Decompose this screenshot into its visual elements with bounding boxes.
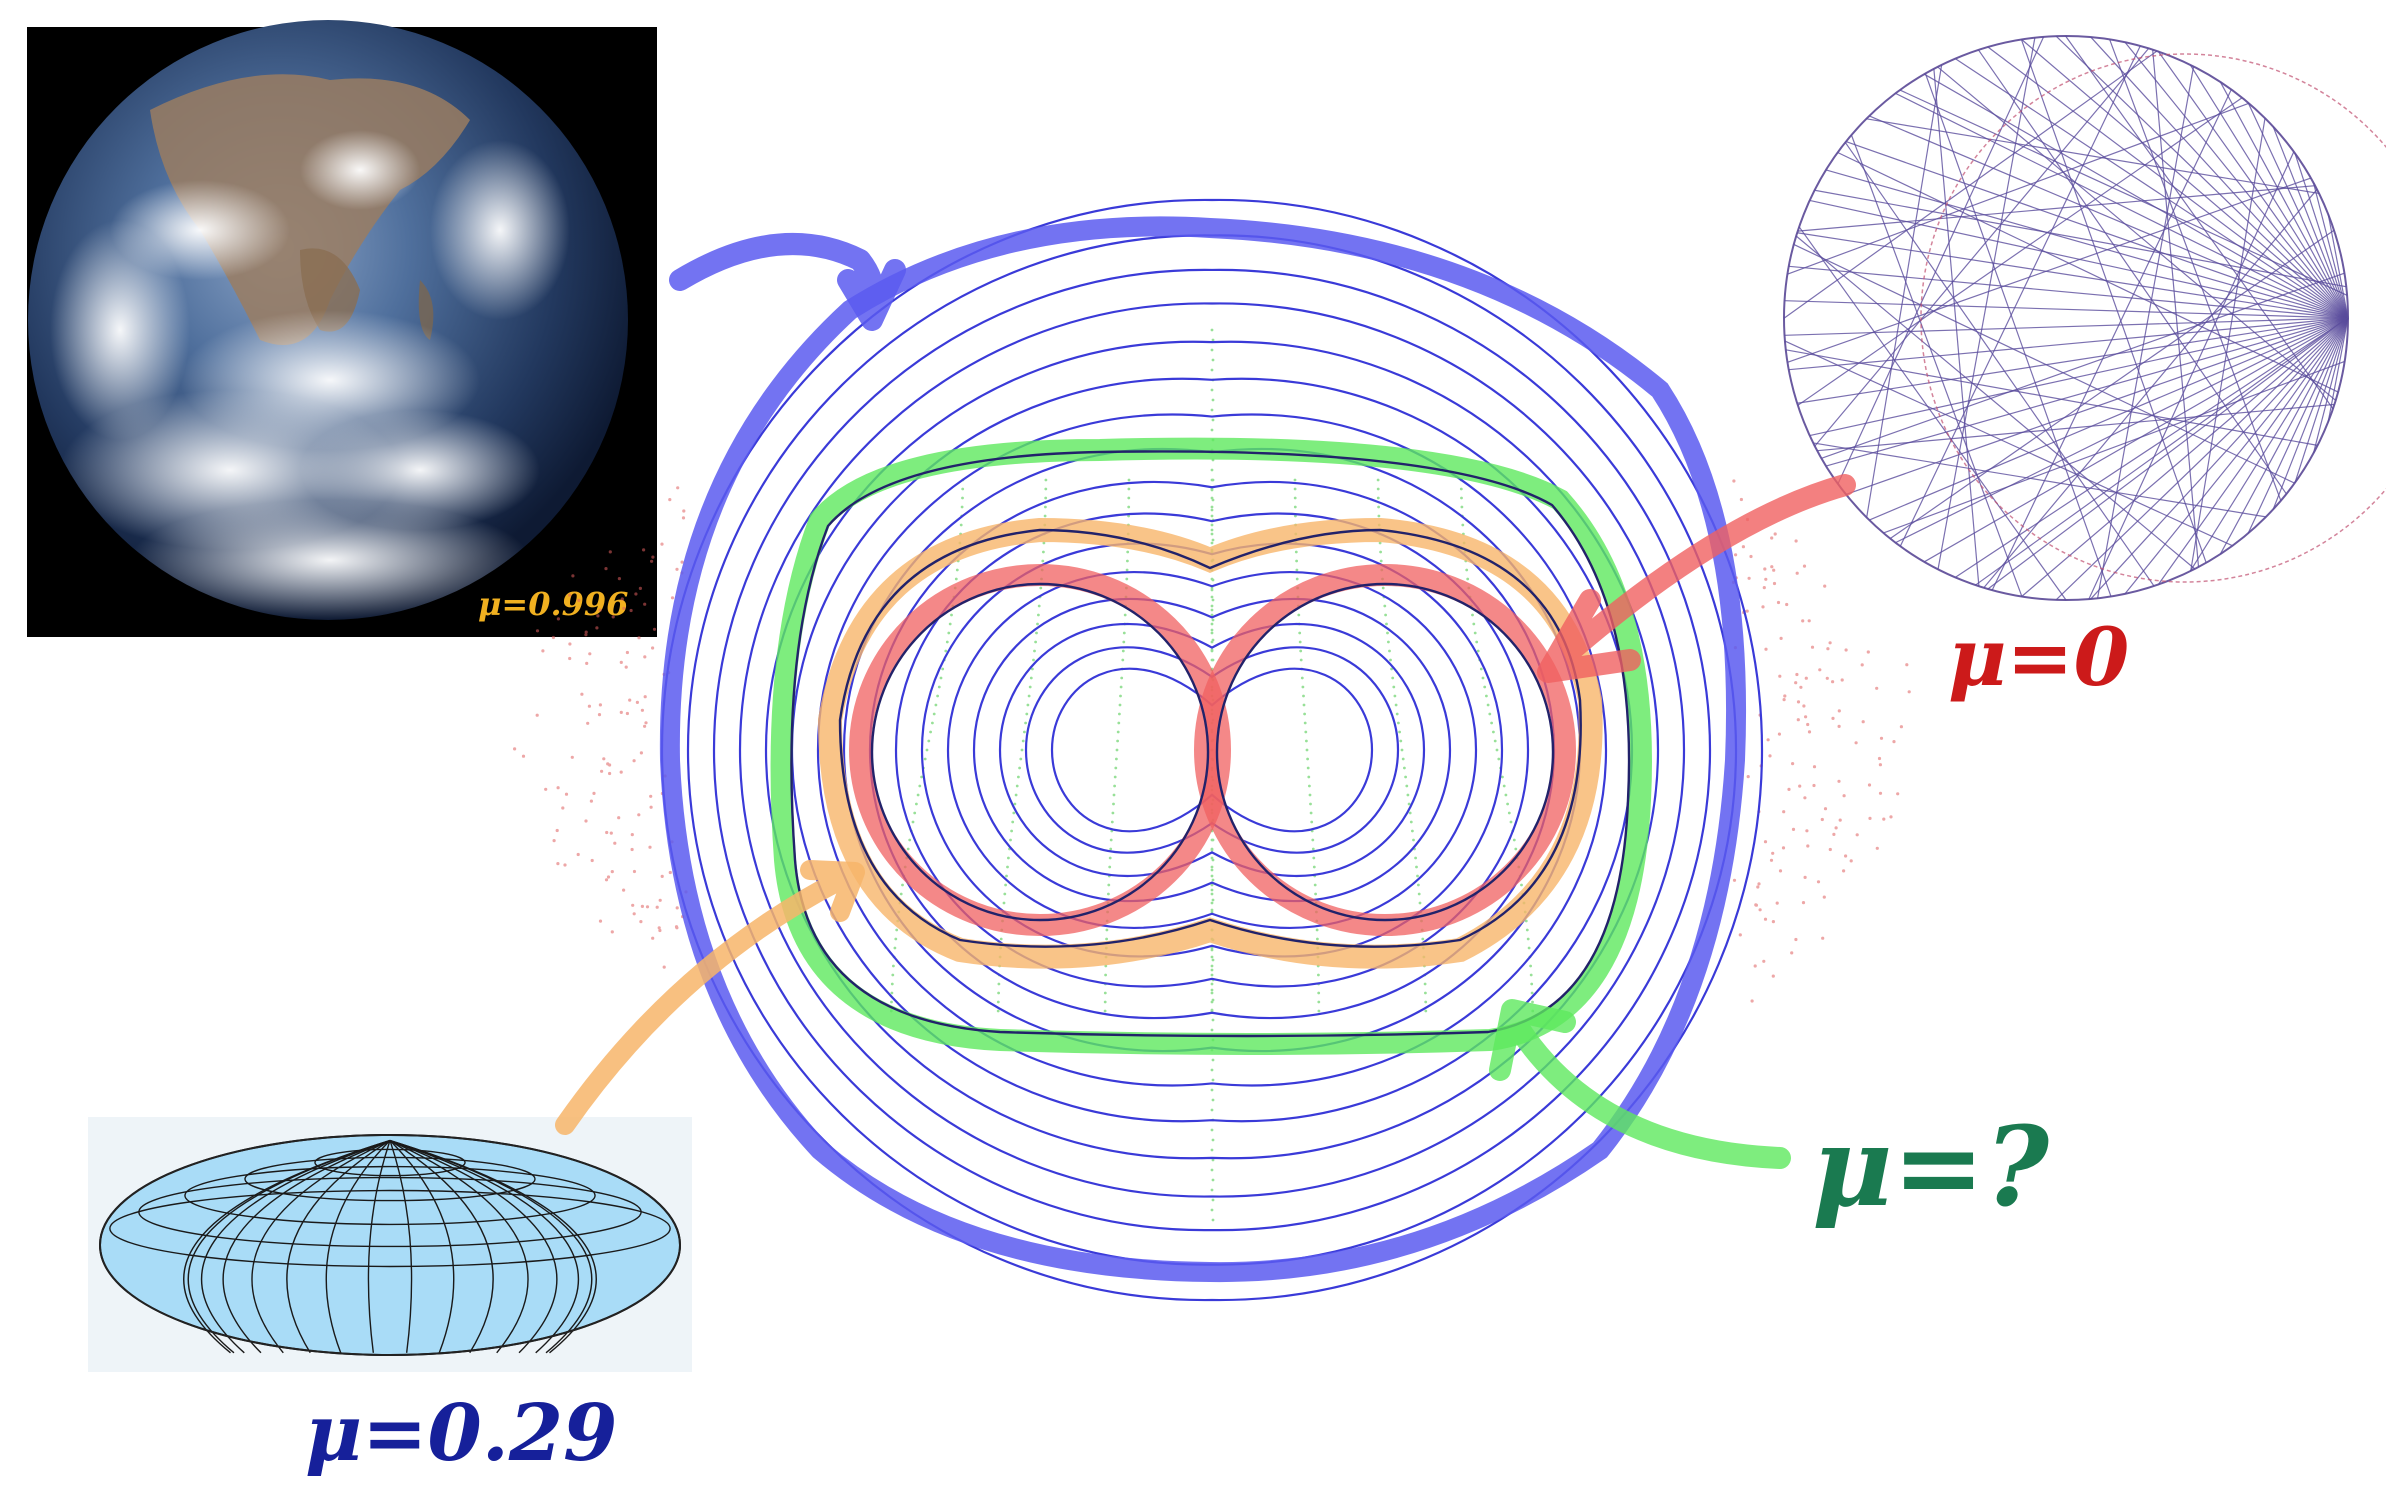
circle-chord-icon (1784, 36, 2386, 600)
chords-mu-label: μ=0 (1948, 610, 2129, 704)
earth-photo-panel: μ=0.996 (27, 20, 657, 637)
unknown-mu-label: μ=? (1812, 1102, 2051, 1231)
oblate-spheroid-icon (100, 1135, 680, 1355)
red-arrow (1548, 485, 1845, 672)
earth-icon (28, 20, 628, 620)
spheroid-mu-label: μ=0.29 (305, 1388, 617, 1479)
blue-arrow (680, 244, 895, 320)
spheroid-panel: μ=0.29 (88, 1117, 692, 1479)
earth-mu-label: μ=0.996 (478, 585, 628, 623)
contour-diagram (513, 200, 1911, 1300)
chord-diagram-panel: μ=0 (1784, 36, 2386, 704)
